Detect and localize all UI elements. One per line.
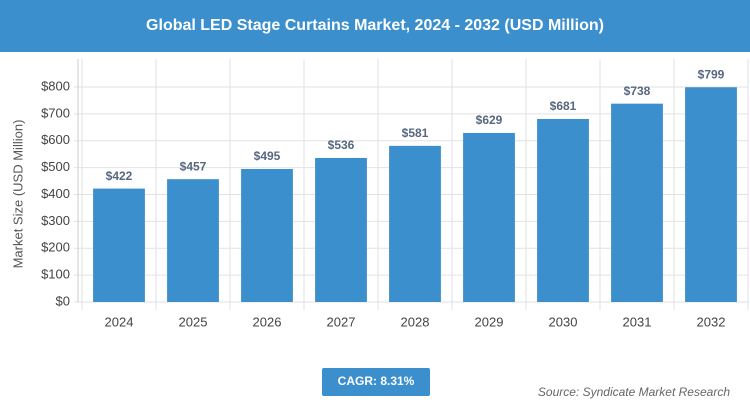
value-label: $495 — [254, 149, 281, 163]
value-label: $457 — [180, 159, 207, 173]
y-tick-label: $500 — [41, 159, 70, 174]
title-banner — [0, 0, 750, 52]
cagr-badge — [322, 368, 430, 396]
y-tick-label: $700 — [41, 105, 70, 120]
bar — [241, 168, 293, 302]
x-tick-label: 2024 — [105, 314, 134, 329]
x-tick-label: 2028 — [401, 314, 430, 329]
bar — [167, 179, 219, 302]
value-label: $422 — [106, 169, 133, 183]
value-label: $536 — [328, 138, 355, 152]
x-tick-label: 2027 — [327, 314, 356, 329]
value-label: $681 — [550, 99, 577, 113]
x-tick-label: 2029 — [475, 314, 504, 329]
y-tick-label: $600 — [41, 132, 70, 147]
y-tick-label: $100 — [41, 267, 70, 282]
cagr-text: CAGR: 8.31% — [338, 374, 415, 388]
x-tick-label: 2030 — [549, 314, 578, 329]
y-tick-label: $0 — [56, 293, 70, 308]
bar — [463, 132, 515, 302]
x-tick-label: 2031 — [623, 314, 652, 329]
x-tick-label: 2026 — [253, 314, 282, 329]
bar — [93, 188, 145, 302]
y-tick-label: $200 — [41, 240, 70, 255]
source: Source: Syndicate Market Research — [538, 385, 730, 399]
y-tick-label: $400 — [41, 186, 70, 201]
y-tick-label: $300 — [41, 213, 70, 228]
bar — [611, 103, 663, 302]
x-tick-label: 2032 — [697, 314, 726, 329]
value-label: $629 — [476, 113, 503, 127]
chart-title: Global LED Stage Curtains Market, 2024 -… — [146, 17, 604, 34]
bar — [315, 157, 367, 302]
value-label: $799 — [698, 67, 725, 81]
y-axis-label: Market Size (USD Million) — [10, 120, 25, 269]
y-tick-label: $800 — [41, 78, 70, 93]
bar — [685, 87, 737, 302]
value-label: $581 — [402, 126, 429, 140]
x-tick-label: 2025 — [179, 314, 208, 329]
bar — [389, 145, 441, 302]
bar — [537, 118, 589, 302]
value-label: $738 — [624, 84, 651, 98]
